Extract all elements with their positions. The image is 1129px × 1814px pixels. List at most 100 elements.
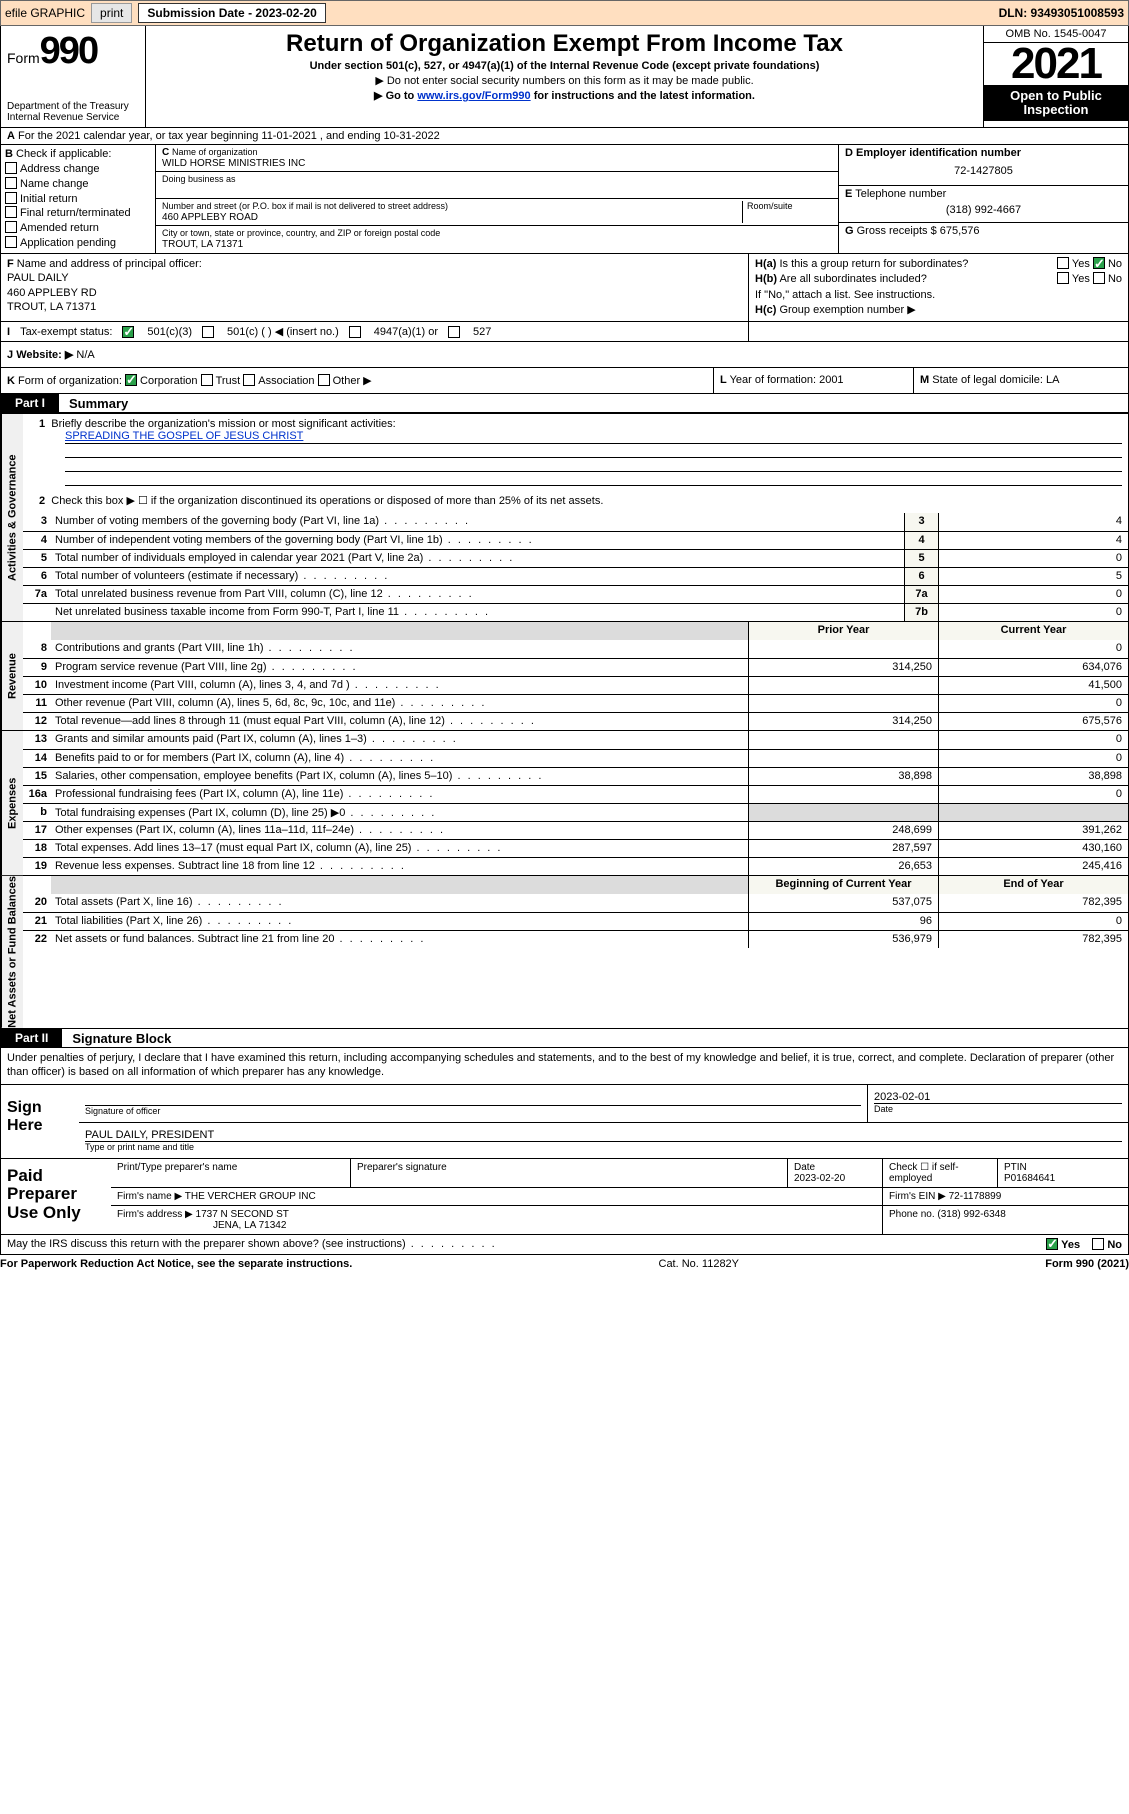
- row-text: Total expenses. Add lines 13–17 (must eq…: [51, 840, 748, 857]
- domicile-value: LA: [1046, 374, 1059, 386]
- chk-amended[interactable]: [5, 221, 17, 233]
- row-text: Program service revenue (Part VIII, line…: [51, 659, 748, 676]
- entity-info-grid: B Check if applicable: Address change Na…: [0, 145, 1129, 253]
- chk-501c[interactable]: [202, 326, 214, 338]
- vlabel-governance: Activities & Governance: [1, 414, 23, 621]
- firm-addr1: 1737 N SECOND ST: [196, 1209, 289, 1220]
- prep-sig-hdr: Preparer's signature: [351, 1159, 788, 1187]
- goto-hint: ▶ Go to www.irs.gov/Form990 for instruct…: [152, 89, 977, 102]
- lbl-name-change: Name change: [20, 178, 89, 190]
- table-row: b Total fundraising expenses (Part IX, c…: [23, 803, 1128, 821]
- label-i: I: [7, 326, 10, 338]
- section-expenses: Expenses 13 Grants and similar amounts p…: [1, 730, 1128, 875]
- table-row: 4 Number of independent voting members o…: [23, 531, 1128, 549]
- chk-may-yes[interactable]: [1046, 1238, 1058, 1250]
- chk-corp[interactable]: [125, 374, 137, 386]
- mission-line-2: [65, 444, 1122, 458]
- city-state-zip: TROUT, LA 71371: [162, 239, 243, 250]
- row-key: 7a: [904, 586, 938, 603]
- lbl-initial-return: Initial return: [20, 193, 77, 205]
- perjury-statement: Under penalties of perjury, I declare th…: [1, 1048, 1128, 1084]
- prior-year-value: 26,653: [748, 858, 938, 875]
- table-row: 11 Other revenue (Part VIII, column (A),…: [23, 694, 1128, 712]
- gross-receipts-label: Gross receipts $: [857, 225, 937, 237]
- row-text: Other revenue (Part VIII, column (A), li…: [51, 695, 748, 712]
- chk-other-org[interactable]: [318, 374, 330, 386]
- chk-ha-yes[interactable]: [1057, 257, 1069, 269]
- table-row: 13 Grants and similar amounts paid (Part…: [23, 731, 1128, 749]
- lbl-final-return: Final return/terminated: [20, 207, 131, 219]
- vlabel-revenue: Revenue: [1, 622, 23, 730]
- prior-year-value: [748, 750, 938, 767]
- attach-list-text: If "No," attach a list. See instructions…: [755, 289, 935, 301]
- label-c: C: [162, 147, 169, 158]
- col-c-name-address: C Name of organization WILD HORSE MINIST…: [156, 145, 838, 253]
- current-year-value: 391,262: [938, 822, 1128, 839]
- current-year-value: 41,500: [938, 677, 1128, 694]
- officer-name-title: PAUL DAILY, PRESIDENT: [85, 1129, 1122, 1141]
- paid-preparer-label: Paid Preparer Use Only: [1, 1159, 111, 1234]
- chk-hb-yes[interactable]: [1057, 272, 1069, 284]
- firm-phone-label: Phone no.: [889, 1209, 935, 1220]
- row-num: 14: [23, 750, 51, 767]
- chk-trust[interactable]: [201, 374, 213, 386]
- table-row: 16a Professional fundraising fees (Part …: [23, 785, 1128, 803]
- row-num: 9: [23, 659, 51, 676]
- print-button[interactable]: print: [91, 3, 132, 23]
- ha-text: Is this a group return for subordinates?: [779, 258, 968, 270]
- chk-501c3[interactable]: [122, 326, 134, 338]
- chk-ha-no[interactable]: [1093, 257, 1105, 269]
- current-year-value: 675,576: [938, 713, 1128, 730]
- chk-hb-no[interactable]: [1093, 272, 1105, 284]
- gross-receipts-value: 675,576: [940, 225, 980, 237]
- chk-name-change[interactable]: [5, 177, 17, 189]
- chk-app-pending[interactable]: [5, 236, 17, 248]
- year-block: OMB No. 1545-0047 2021 Open to Public In…: [983, 26, 1128, 127]
- firm-name-row: Firm's name ▶ THE VERCHER GROUP INC Firm…: [111, 1188, 1128, 1206]
- label-1: 1: [39, 418, 45, 430]
- lbl-amended: Amended return: [20, 222, 99, 234]
- prior-year-value: [748, 695, 938, 712]
- label-e: E: [845, 188, 852, 200]
- prep-date-hdr: Date: [794, 1162, 815, 1173]
- part2-body: Under penalties of perjury, I declare th…: [0, 1048, 1129, 1235]
- chk-527[interactable]: [448, 326, 460, 338]
- firm-addr-label: Firm's address ▶: [117, 1209, 193, 1220]
- row-text: Total number of volunteers (estimate if …: [51, 568, 904, 585]
- sig-date-value: 2023-02-01: [874, 1091, 1122, 1103]
- year-formation-label: Year of formation:: [730, 374, 816, 386]
- table-row: 8 Contributions and grants (Part VIII, l…: [23, 640, 1128, 658]
- label-j: J: [7, 349, 13, 361]
- col-prior-year: Prior Year: [748, 622, 938, 640]
- form-org-label: Form of organization:: [18, 375, 122, 387]
- q2-text: Check this box ▶ ☐ if the organization d…: [51, 495, 603, 507]
- prior-year-value: 536,979: [748, 931, 938, 948]
- chk-assoc[interactable]: [243, 374, 255, 386]
- prior-year-value: [748, 731, 938, 749]
- table-row: 17 Other expenses (Part IX, column (A), …: [23, 821, 1128, 839]
- dln-label: DLN: 93493051008593: [999, 6, 1124, 20]
- open-inspection: Open to Public Inspection: [984, 85, 1128, 122]
- chk-may-no[interactable]: [1092, 1238, 1104, 1250]
- chk-initial-return[interactable]: [5, 192, 17, 204]
- form-id-block: Form990 Department of the Treasury Inter…: [1, 26, 146, 127]
- chk-address-change[interactable]: [5, 162, 17, 174]
- q1-text: Briefly describe the organization's miss…: [51, 418, 395, 430]
- lbl-trust: Trust: [216, 375, 241, 387]
- firm-ein-label: Firm's EIN ▶: [889, 1191, 946, 1202]
- firm-addr2: JENA, LA 71342: [213, 1220, 286, 1231]
- lbl-501c3: 501(c)(3): [147, 326, 192, 338]
- row-j-website: J Website: ▶ N/A: [0, 342, 1129, 368]
- chk-final-return[interactable]: [5, 206, 17, 218]
- efile-label: efile GRAPHIC: [5, 6, 85, 20]
- ptin-value: P01684641: [1004, 1173, 1055, 1184]
- cat-number: Cat. No. 11282Y: [352, 1258, 1045, 1270]
- irs-link[interactable]: www.irs.gov/Form990: [417, 90, 530, 102]
- year-formation-value: 2001: [819, 374, 843, 386]
- chk-4947[interactable]: [349, 326, 361, 338]
- mission-text[interactable]: SPREADING THE GOSPEL OF JESUS CHRIST: [65, 430, 303, 442]
- firm-phone: (318) 992-6348: [937, 1209, 1005, 1220]
- row-text: Revenue less expenses. Subtract line 18 …: [51, 858, 748, 875]
- hb-text: Are all subordinates included?: [779, 273, 926, 285]
- row-num: 18: [23, 840, 51, 857]
